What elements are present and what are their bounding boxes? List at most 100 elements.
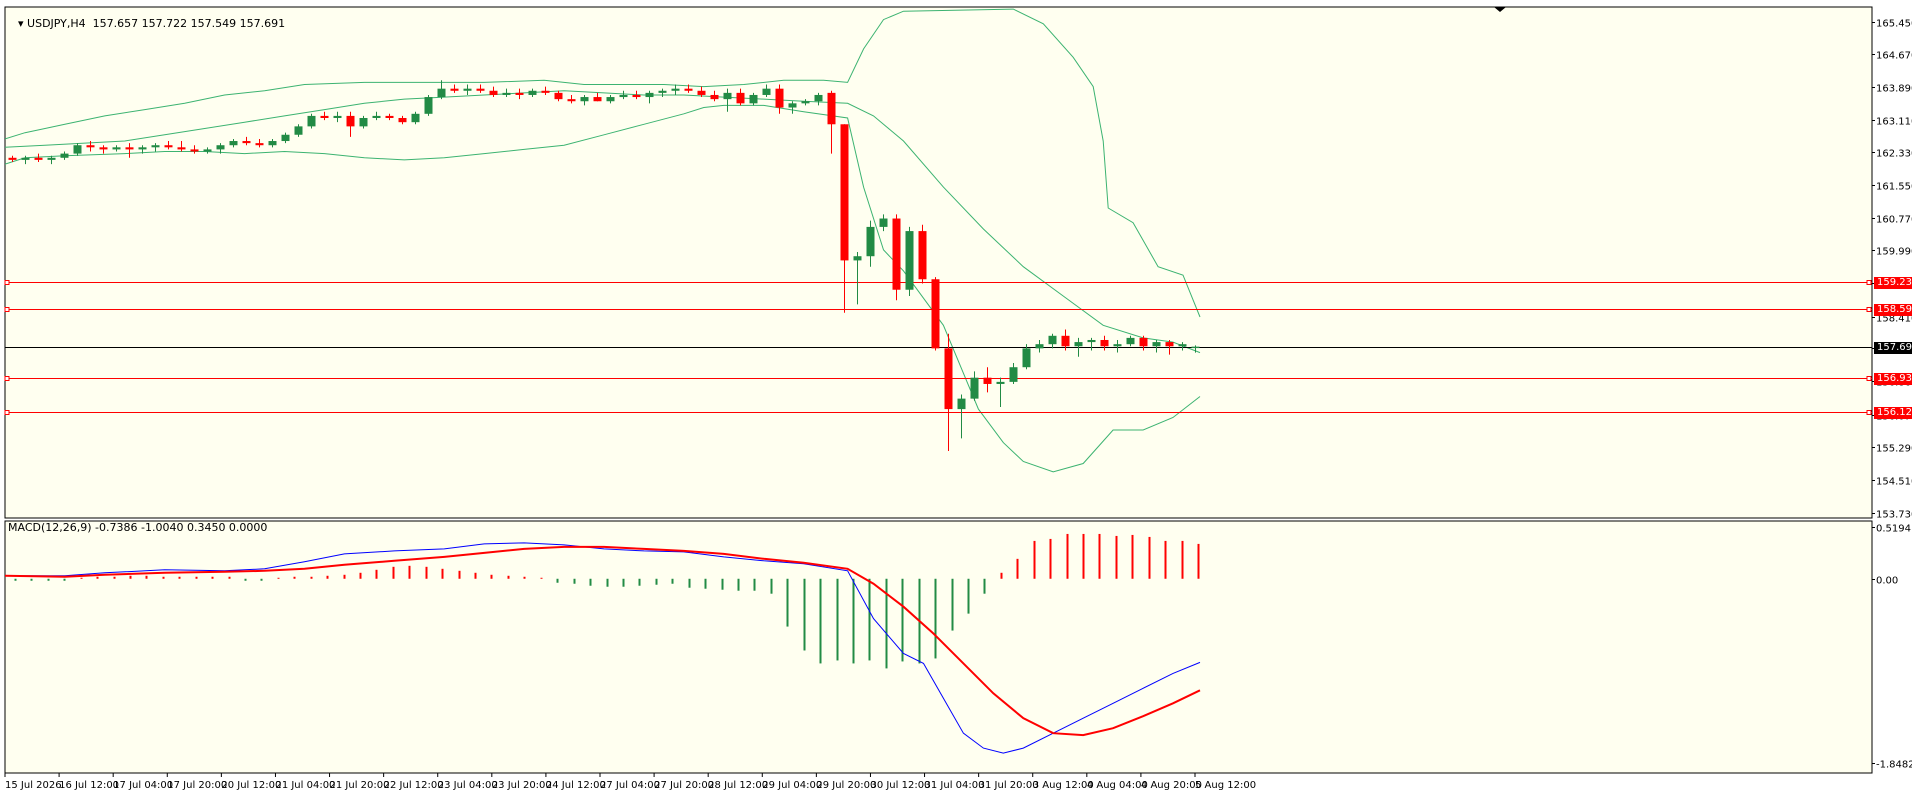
- candle: [1165, 339, 1174, 355]
- candle: [333, 111, 342, 123]
- candle: [866, 220, 875, 267]
- current-price-tag: 157.691: [1874, 341, 1912, 354]
- candle: [268, 138, 277, 148]
- candle: [749, 92, 758, 106]
- level-price-tag: 156.936: [1874, 372, 1912, 385]
- candle: [762, 84, 771, 98]
- candle: [957, 394, 966, 439]
- time-axis-tick-label: 21 Jul 04:00: [275, 780, 335, 791]
- candle: [905, 226, 914, 297]
- time-axis-tick-label: 29 Jul 20:00: [816, 780, 876, 791]
- price-axis-tick-label: 162.330: [1876, 149, 1912, 160]
- candle: [125, 143, 134, 158]
- horizontal-levels[interactable]: [4, 280, 1872, 415]
- candle: [580, 94, 589, 106]
- price-axis-tick-label: 159.990: [1876, 247, 1912, 258]
- level-handle-right[interactable]: [1866, 280, 1872, 285]
- level-handle-left[interactable]: [4, 410, 10, 415]
- time-axis-tick-label: 31 Jul 04:00: [925, 780, 985, 791]
- level-handle-right[interactable]: [1866, 376, 1872, 381]
- candle: [463, 84, 472, 95]
- candle: [502, 88, 511, 98]
- candle: [450, 84, 459, 93]
- candle: [372, 111, 381, 121]
- time-axis-tick-label: 23 Jul 20:00: [492, 780, 552, 791]
- axes: 165.450 164.670 163.890 163.110 162.330 161.5…: [4, 7, 1912, 791]
- candle: [1178, 342, 1187, 351]
- candle: [619, 90, 628, 100]
- candle: [528, 88, 537, 98]
- candle: [112, 145, 121, 152]
- macd-axis-tick-label: 0.5194: [1876, 524, 1911, 535]
- candle: [73, 143, 82, 156]
- time-axis-tick-label: 21 Jul 20:00: [330, 780, 390, 791]
- macd-line: [5, 542, 1201, 754]
- macd-axis-tick-label: 0.00: [1876, 576, 1898, 587]
- candle: [775, 84, 784, 114]
- candle: [658, 88, 667, 98]
- candle: [723, 88, 732, 112]
- price-axis-tick-label: 158.410: [1876, 314, 1912, 325]
- candle: [801, 99, 810, 106]
- candle: [840, 124, 849, 313]
- macd-axis-tick-label: -1.8482: [1876, 760, 1912, 771]
- candle: [788, 101, 797, 114]
- symbol-menu-triangle-icon[interactable]: ▾: [18, 17, 24, 30]
- price-panel-background: [4, 6, 1873, 519]
- time-axis-tick-label: 22 Jul 12:00: [384, 780, 444, 791]
- candle: [190, 145, 199, 154]
- time-axis-tick-label: 4 Aug 20:00: [1141, 780, 1202, 791]
- bollinger-lower-line: [5, 104, 1201, 473]
- level-handle-left[interactable]: [4, 307, 10, 312]
- candle: [281, 132, 290, 144]
- candle: [1100, 335, 1109, 351]
- candle: [437, 80, 446, 100]
- candle: [255, 138, 264, 148]
- candle: [489, 86, 498, 98]
- candle: [606, 94, 615, 104]
- candle: [632, 90, 641, 100]
- candle: [970, 371, 979, 401]
- macd-indicator: [5, 533, 1201, 754]
- candle: [1126, 335, 1135, 347]
- candle: [177, 141, 186, 152]
- candle: [1191, 345, 1200, 353]
- candle: [294, 124, 303, 137]
- level-handle-right[interactable]: [1866, 307, 1872, 312]
- candle: [1061, 329, 1070, 351]
- candle: [1022, 344, 1031, 370]
- price-axis-tick-label: 153.730: [1876, 510, 1912, 521]
- time-axis-tick-label: 27 Jul 04:00: [600, 780, 660, 791]
- candle: [996, 377, 1005, 408]
- candle: [1152, 339, 1161, 353]
- macd-header-label: MACD(12,26,9) -0.7386 -1.0040 0.3450 0.0…: [8, 521, 268, 534]
- candle: [1009, 363, 1018, 384]
- candle: [307, 113, 316, 129]
- candle: [710, 90, 719, 102]
- level-price-tag: 156.129: [1874, 406, 1912, 419]
- candle: [60, 151, 69, 160]
- candle: [138, 145, 147, 154]
- candle: [385, 113, 394, 121]
- bollinger-upper-line: [5, 8, 1201, 318]
- candle: [359, 115, 368, 129]
- candle: [1087, 337, 1096, 351]
- candle: [827, 90, 836, 154]
- time-axis-tick-label: 17 Jul 04:00: [113, 780, 173, 791]
- level-handle-right[interactable]: [1866, 410, 1872, 415]
- candle: [918, 224, 927, 284]
- candle: [645, 90, 654, 104]
- time-axis-tick-label: 29 Jul 04:00: [762, 780, 822, 791]
- chart-shift-triangle-icon[interactable]: [1494, 7, 1506, 12]
- candle: [697, 86, 706, 98]
- price-axis-tick-label: 163.890: [1876, 84, 1912, 95]
- time-axis-tick-label: 23 Jul 04:00: [438, 780, 498, 791]
- level-handle-left[interactable]: [4, 280, 10, 285]
- time-axis-tick-label: 27 Jul 20:00: [654, 780, 714, 791]
- candle: [203, 147, 212, 154]
- candle: [671, 84, 680, 95]
- candle: [8, 155, 17, 162]
- level-handle-left[interactable]: [4, 376, 10, 381]
